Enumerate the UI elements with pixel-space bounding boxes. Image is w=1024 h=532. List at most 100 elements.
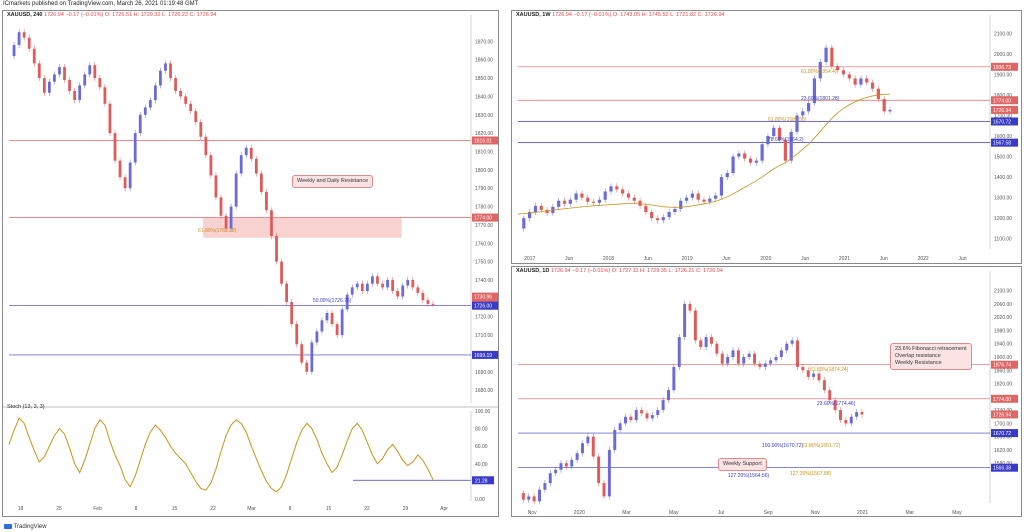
candle [747, 353, 751, 357]
candle [345, 294, 349, 310]
price-tag [991, 360, 1018, 369]
chart-panel-1w[interactable]: XAUUSD, 1W 1726.94 −0.17 (−0.01%) O: 174… [511, 10, 1022, 264]
fib-label: 78.60%(1564.2) [768, 137, 804, 143]
candle [615, 186, 619, 190]
chart-panel-4h[interactable]: XAUUSD, 240 1726.94 −0.17 (−0.01%) O: 17… [2, 10, 499, 517]
candle [83, 74, 87, 86]
candle [634, 410, 638, 421]
candle [259, 173, 263, 192]
price-tag [472, 292, 498, 301]
y-tick-label: 1100.00 [994, 237, 1012, 243]
y-tick-label: 1300.00 [994, 196, 1012, 202]
candle [586, 197, 590, 202]
candle [766, 136, 770, 145]
candle [683, 303, 687, 338]
candle [650, 415, 654, 419]
candle [719, 177, 724, 196]
candle [169, 63, 172, 79]
osc-tick-label: 0.00 [475, 497, 485, 503]
x-tick-label: 18 [18, 506, 24, 512]
y-tick-label: 1840.00 [475, 94, 493, 100]
y-tick-label: 1800.00 [994, 93, 1012, 99]
x-tick-label: 15 [326, 506, 332, 512]
price-tag [991, 138, 1018, 147]
x-tick-label: Jun [801, 256, 809, 262]
fib-label: 61.80%(1762.38) [198, 228, 237, 234]
candle [229, 206, 233, 229]
candle [330, 313, 334, 325]
moving-average-line [517, 93, 891, 215]
candle [855, 412, 859, 417]
candle [638, 200, 642, 206]
candle [554, 469, 558, 474]
stoch-label: Stoch (13, 3, 3) [7, 404, 45, 410]
candle [123, 177, 127, 189]
price-tag [991, 394, 1018, 403]
x-tick-label: Jun [722, 256, 730, 262]
fib-label: 23.60%(1774.46) [817, 401, 856, 407]
y-tick-label: 1900.00 [994, 355, 1012, 361]
candle [736, 350, 740, 364]
candle [785, 343, 789, 351]
y-tick-label: 1980.00 [994, 328, 1012, 334]
price-chart-4h[interactable]: 1870.001860.001850.001840.001830.001820.… [3, 11, 499, 517]
x-tick-label: 2022 [918, 256, 929, 262]
candle [78, 85, 82, 101]
price-tag-label: 1566.38 [993, 466, 1011, 472]
candle [371, 276, 374, 284]
candle [27, 37, 31, 49]
candle [699, 340, 703, 348]
x-tick-label: 22 [210, 506, 216, 512]
candle [618, 423, 622, 430]
candle [645, 413, 649, 419]
candle [607, 449, 611, 497]
price-chart-1w[interactable]: 2100.00 2000.00 1900.00 1800.00 1700.00 1600.… [512, 11, 1022, 264]
price-tag [472, 136, 498, 145]
candle [320, 320, 324, 332]
price-tag-label: 1726.94 [993, 108, 1011, 114]
candle [865, 78, 869, 83]
price-tag-label: 1936.73 [993, 65, 1011, 71]
fib-label: 23.60%(1801.28) [801, 96, 840, 102]
candle [812, 78, 817, 104]
candle [133, 133, 137, 163]
x-tick-label: 2017 [524, 256, 535, 262]
candle [103, 87, 107, 104]
support-note-1d: Weekly Support [718, 458, 767, 471]
price-tag [991, 96, 1018, 105]
candle [340, 309, 344, 336]
candle [411, 280, 415, 288]
candle [244, 147, 248, 156]
candle [822, 380, 826, 391]
chart-panel-1d[interactable]: XAUUSD, 1D 1726.94 −0.17 (−0.01%) O: 172… [511, 266, 1022, 517]
candle [629, 416, 633, 421]
x-tick-label: Mar [622, 510, 631, 516]
candle [421, 292, 425, 301]
tradingview-logo-icon [4, 523, 12, 529]
price-tag-label: 1699.19 [474, 353, 492, 359]
candle [760, 144, 764, 161]
price-tag-label: 1726.00 [474, 304, 492, 310]
candle [376, 276, 379, 284]
candle [581, 443, 584, 454]
y-tick-label: 1740.00 [475, 278, 493, 284]
candle [644, 205, 648, 213]
price-tag [991, 429, 1018, 438]
y-tick-label: 1860.00 [994, 368, 1012, 374]
price-chart-1d[interactable]: 2100.00 2060.00 2020.00 1980.00 1940.00 1900.… [512, 267, 1022, 517]
price-tag-label: 1774.00 [474, 216, 492, 222]
tradingview-brand[interactable]: TradingView [4, 523, 47, 530]
candle [275, 235, 278, 262]
x-tick-label: 25 [56, 506, 62, 512]
candle [743, 153, 747, 159]
candle [108, 103, 112, 134]
candle [841, 70, 846, 75]
candle [677, 337, 681, 367]
candle [696, 193, 700, 200]
osc-tick-label: 60.00 [475, 444, 488, 450]
candle [285, 283, 289, 303]
candle [714, 195, 718, 199]
y-tick-label: 1830.00 [475, 113, 493, 119]
candle [521, 493, 525, 500]
candle [118, 160, 122, 178]
